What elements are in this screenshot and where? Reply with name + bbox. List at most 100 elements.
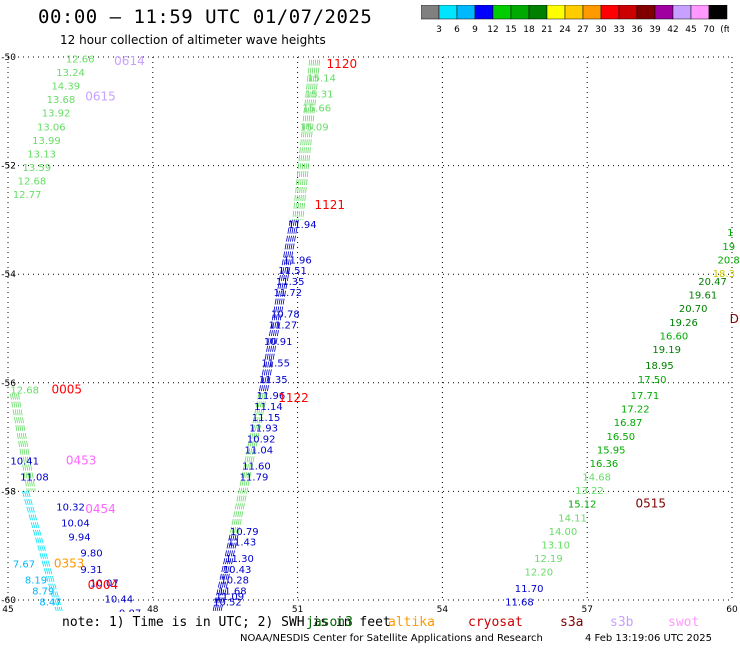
swh-value: 11.51 (278, 266, 307, 277)
swh-value: 9.80 (80, 549, 102, 560)
swath-line (16, 393, 34, 492)
timestamp-text: 4 Feb 13:19:06 UTC 2025 (585, 633, 712, 644)
swh-value: 8.47 (39, 597, 61, 608)
pass-labels: 0614 0615 1120 1121 1122 0005 0453 0454 03530004… (51, 54, 738, 592)
swath-line (22, 491, 57, 611)
y-tick-label: -60 (1, 596, 16, 606)
legend-label: 3 (436, 25, 442, 35)
swath-line (26, 491, 61, 611)
swh-value: 18.95 (645, 361, 674, 372)
swh-value: 13.59 (22, 163, 51, 174)
legend-label: 70 (703, 25, 715, 35)
swath-line (18, 393, 36, 492)
swh-value: 8.19 (25, 576, 47, 587)
swh-value: 11.68 (218, 587, 247, 598)
y-tick-label: -52 (1, 162, 16, 172)
pass-time-label: 0515 (635, 497, 666, 511)
swath-line (28, 491, 63, 611)
swh-value: 14.11 (558, 513, 587, 524)
swh-value: 13.24 (56, 68, 85, 79)
swath-line (300, 59, 319, 220)
swh-value: 15.31 (305, 90, 334, 101)
swh-value: 15.14 (307, 73, 336, 84)
swath-line (216, 534, 235, 611)
satellite-name: s3a (560, 615, 583, 630)
legend-label: 9 (472, 25, 478, 35)
swh-value: 12.68 (10, 386, 39, 397)
swh-value: 20.70 (679, 304, 708, 315)
swath-line (237, 393, 268, 535)
legend-label: 39 (649, 25, 661, 35)
swh-value: 13.06 (37, 122, 66, 133)
swath-line (266, 219, 299, 394)
swh-value: 13.92 (42, 109, 71, 120)
swh-value: 16.87 (614, 418, 643, 429)
legend-label: 36 (631, 25, 643, 35)
swh-value: 10.92 (247, 435, 276, 446)
legend-label: 42 (667, 25, 678, 35)
swath-line (264, 219, 297, 394)
legend-label: 6 (454, 25, 460, 35)
swath-line (220, 534, 239, 611)
swath-line (14, 393, 32, 492)
swh-value: 19.19 (652, 345, 681, 356)
swath-line (218, 534, 237, 611)
swath-line (233, 393, 264, 535)
swh-value: 11.04 (245, 445, 274, 456)
pass-time-label: 0005 (51, 383, 82, 397)
pass-time-label: 1120 (327, 57, 358, 71)
swh-value: 9.31 (80, 565, 102, 576)
swath-line (212, 534, 231, 611)
swh-value: 11.43 (228, 538, 257, 549)
x-tick-label: 60 (726, 605, 738, 612)
swh-value: 11.35 (259, 375, 288, 386)
swh-value: 18.3 (713, 269, 735, 280)
swh-value: 13.10 (541, 540, 570, 551)
swh-value: 11.68 (505, 597, 534, 608)
legend-label: (ft) (720, 25, 729, 35)
swh-value: 16.60 (660, 331, 689, 342)
swh-value: 11.08 (20, 473, 49, 484)
swath-line (260, 219, 293, 394)
swh-value: 13.13 (27, 149, 56, 160)
satellite-name: swot (668, 615, 699, 630)
footer-note: note: 1) Time is in UTC; 2) SWH is in fe… (62, 615, 699, 630)
wave-height-chart: 45 48 51 54 57 60 -50 -52 -54 -56 -58 -60 12.66 13.24… (1, 53, 739, 612)
swath-line (24, 491, 59, 611)
legend-label: 45 (685, 25, 696, 35)
swh-value: 12.20 (524, 568, 553, 579)
pass-time-label: 0614 (114, 54, 145, 68)
swh-value: 10.04 (61, 519, 90, 530)
x-tick-label: 54 (437, 605, 449, 612)
swath-line (12, 393, 30, 492)
track-swaths (10, 59, 321, 611)
swh-value: 12.77 (13, 190, 42, 201)
x-tick-label: 51 (292, 605, 303, 612)
y-tick-label: -56 (1, 379, 16, 389)
swh-value: 12.68 (18, 177, 47, 188)
swh-value: 12.19 (534, 554, 563, 565)
swh-value: 10.43 (223, 565, 252, 576)
swh-value: 11.15 (252, 413, 281, 424)
swh-value: 11.30 (225, 554, 254, 565)
swath-line (235, 393, 266, 535)
pass-time-label: 1121 (314, 198, 345, 212)
swh-value: 20.47 (698, 277, 727, 288)
swh-value: 14.00 (549, 527, 578, 538)
y-tick-label: -58 (1, 487, 16, 497)
y-tick-label: -50 (1, 53, 16, 63)
legend-swatch (708, 5, 728, 20)
data-values: 12.66 13.24 14.39 13.68 13.92 13.06 13.99 13.13… (10, 54, 739, 612)
swh-value: 11.27 (269, 321, 298, 332)
swh-value: 13.99 (32, 136, 61, 147)
swh-value: 10.44 (105, 595, 134, 606)
swh-value: 10.28 (220, 576, 249, 587)
swath-line (258, 219, 291, 394)
swh-value: 7.67 (13, 559, 35, 570)
y-tick-label: -54 (1, 270, 16, 280)
swh-value: 15.12 (568, 500, 597, 511)
x-tick-label: 48 (147, 605, 159, 612)
swh-value: 11.45 (495, 611, 524, 612)
legend-label: 27 (577, 25, 588, 35)
